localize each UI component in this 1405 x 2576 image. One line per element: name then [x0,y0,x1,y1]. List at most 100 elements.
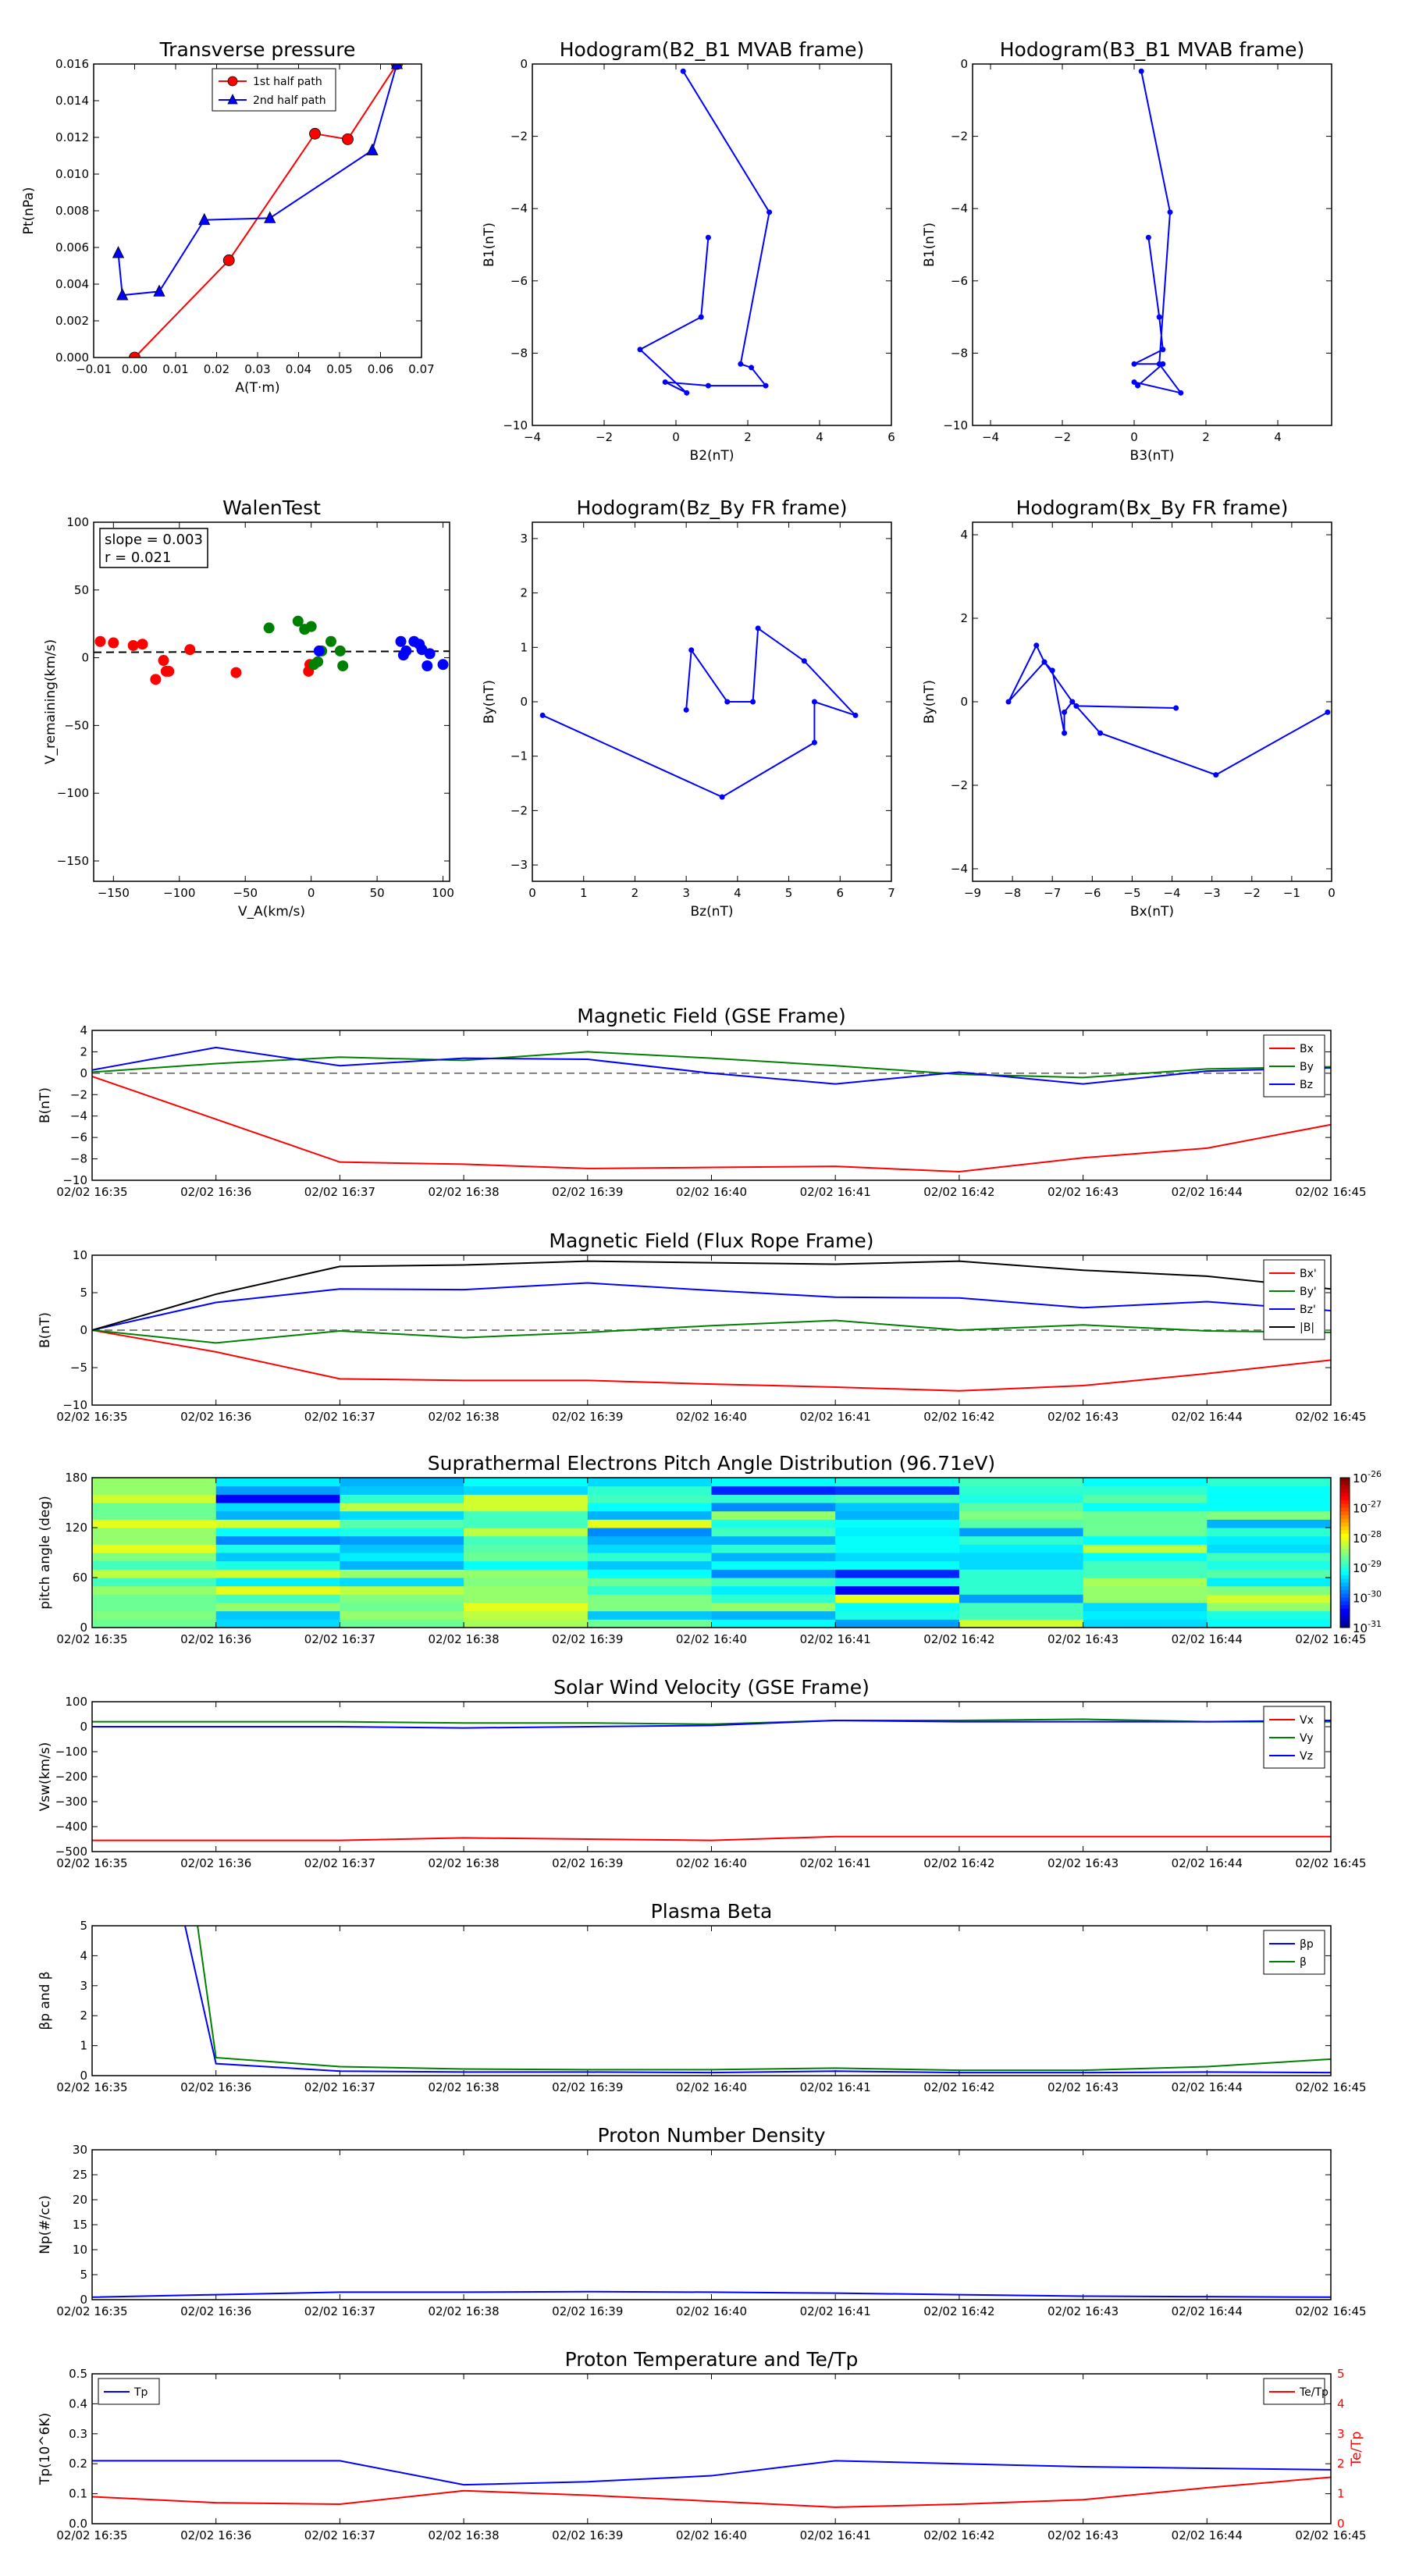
y-tick-label: 2 [80,1044,87,1059]
x-tick-label: −5 [1123,886,1140,900]
heatmap-cell [711,1535,836,1545]
plot-area [92,2290,1331,2298]
heatmap-cell [1207,1544,1332,1553]
y-tick-label: 0.3 [69,2427,87,2441]
x-tick-label: 02/02 16:42 [923,2528,994,2542]
heatmap-cell [215,1544,340,1553]
series-line [542,627,856,799]
data-point [437,659,449,671]
plot-frame [532,63,892,426]
heatmap-cell [215,1519,340,1528]
colorbar-label: 10-28 [1353,1529,1382,1546]
heatmap-cell [215,1553,340,1562]
y-tick-label: −50 [64,718,89,732]
heatmap-cell [1083,1560,1208,1570]
x-tick-label: −4 [1163,886,1180,900]
colorbar-label: 10-30 [1353,1589,1382,1606]
x-tick-label: 02/02 16:39 [552,1410,623,1424]
y-tick-label: 180 [65,1471,87,1485]
data-point [1160,361,1166,367]
colorbar-step [1340,1616,1350,1621]
y-tick-label: −2 [70,1087,87,1101]
heatmap-cell [1083,1553,1208,1562]
plot-frame [532,521,892,882]
annotation-box [99,528,208,568]
x-tick-label: −2 [1054,430,1071,444]
heatmap-cell [1207,1535,1332,1545]
x-tick-label: 0.04 [286,362,311,376]
x-tick-label: 02/02 16:45 [1295,2080,1366,2094]
heatmap-cell [1207,1494,1332,1503]
x-tick-label: 02/02 16:41 [800,1410,871,1424]
x-tick-label: 02/02 16:37 [304,2528,375,2542]
x-tick-label: 02/02 16:39 [552,1856,623,1870]
data-point [198,212,211,226]
legend-label: Tp [133,2386,148,2399]
data-point [184,644,196,656]
colorbar: 10-26 10-27 10-28 10-29 10-30 10-31 [1339,1469,1382,1635]
chart-transverse-pressure: Transverse pressure −0.01 0.00 0.01 0.02 0.03… [21,38,435,396]
data-point [811,739,817,745]
heatmap-cell [215,1560,340,1570]
y-tick-label: −1 [510,749,528,763]
colorbar-step [1340,1597,1350,1602]
heatmap-cell [835,1494,960,1503]
heatmap-cell [340,1485,464,1495]
x-tick-label: 100 [432,886,454,900]
x-tick-label: 02/02 16:36 [180,1632,251,1646]
data-point [539,712,546,718]
data-point [1049,667,1055,674]
heatmap-cell [835,1560,960,1570]
plot-frame [91,2149,1332,2300]
data-point [767,209,773,215]
x-tick-label: 0.06 [368,362,393,376]
heatmap-cell [215,1569,340,1578]
x-tick-label: 4 [816,430,823,444]
data-point [680,68,686,74]
data-point [1325,709,1331,715]
x-tick-label: 02/02 16:40 [676,2528,747,2542]
y-tick-label: 2 [520,586,528,600]
x-tick-label: −8 [1004,886,1021,900]
heatmap-cell [587,1503,712,1512]
plot-area [184,1926,1331,2074]
x-tick-label: 02/02 16:39 [552,1632,623,1646]
y-tick-label: −3 [510,858,528,872]
x-tick-label: 0.03 [244,362,270,376]
heatmap-cell [340,1569,464,1578]
heatmap-cell [959,1519,1084,1528]
heatmap-cell [340,1603,464,1612]
colorbar-step [1340,1526,1350,1531]
y-tick-label: 0 [520,57,528,71]
heatmap-cell [835,1544,960,1553]
annotation-text: r = 0.021 [105,550,171,566]
y-axis-label: Np(#/cc) [37,2195,53,2254]
x-tick-label: 3 [682,886,690,900]
y-axis-label: B1(nT) [482,222,497,267]
y-tick-label: 0 [960,57,968,71]
heatmap-cell [959,1594,1084,1603]
legend-label: Bx' [1300,1268,1317,1280]
data-point [1167,209,1173,215]
legend-label: Vz [1300,1750,1313,1763]
colorbar-step [1340,1556,1350,1561]
data-point [1156,314,1162,320]
x-tick-label: 02/02 16:45 [1295,1856,1366,1870]
series-line-Vy [92,1718,1331,1725]
plot-frame [972,63,1332,426]
heatmap-cell [587,1494,712,1503]
series-0 [637,68,773,396]
heatmap-cell [464,1560,589,1570]
x-tick-label: −9 [964,886,981,900]
data-point [755,625,761,632]
plot-frame [91,1254,1332,1406]
data-point [662,379,668,385]
data-point [395,635,407,647]
heatmap-cell [587,1510,712,1520]
heatmap-cell [959,1544,1084,1553]
x-tick-label: −7 [1044,886,1061,900]
x-tick-label: 02/02 16:38 [428,1185,499,1199]
heatmap-cell [1207,1485,1332,1495]
x-tick-label: 02/02 16:44 [1172,2080,1243,2094]
heatmap-cell [959,1553,1084,1562]
